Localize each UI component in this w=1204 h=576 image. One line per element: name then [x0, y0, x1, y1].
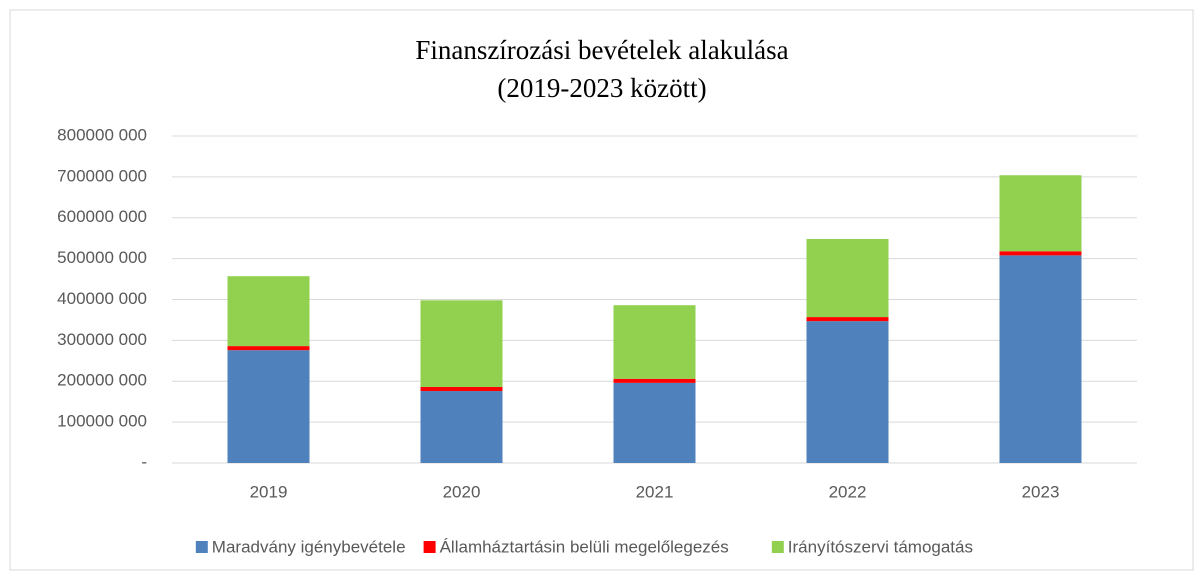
y-tick-label: 100000 000: [57, 412, 147, 431]
bar-segment: [420, 391, 503, 463]
legend-swatch: [771, 541, 784, 553]
legend-label: Maradvány igénybevétele: [212, 537, 406, 556]
bar-segment: [613, 382, 696, 463]
x-tick-label: 2021: [636, 482, 674, 501]
y-tick-label: 600000 000: [57, 207, 147, 226]
legend-swatch: [195, 541, 208, 553]
y-tick-label: 400000 000: [57, 289, 147, 308]
y-tick-label: -: [141, 452, 147, 471]
x-tick-label: 2022: [829, 482, 867, 501]
y-tick-label: 500000 000: [57, 248, 147, 267]
x-tick-label: 2019: [250, 482, 288, 501]
bar-segment: [613, 305, 696, 379]
bar-segment: [999, 255, 1082, 463]
y-tick-label: 800000 000: [57, 125, 147, 144]
bar-segment: [999, 175, 1082, 252]
bar-segment: [806, 321, 889, 463]
chart-subtitle: (2019-2023 között): [497, 73, 706, 103]
bar-segment: [227, 346, 310, 351]
bar-segment: [420, 300, 503, 387]
bar-segment: [806, 239, 889, 318]
y-tick-label: 200000 000: [57, 371, 147, 390]
chart-border: [9, 9, 1194, 571]
bar-segment: [227, 350, 310, 463]
bar-segment: [806, 317, 889, 322]
legend-label: Államháztartásin belüli megelőlegezés: [440, 537, 729, 556]
bar-segment: [613, 378, 696, 383]
chart-title: Finanszírozási bevételek alakulása: [415, 35, 788, 65]
legend-label: Irányítószervi támogatás: [788, 537, 973, 556]
legend-swatch: [423, 541, 436, 553]
y-tick-label: 300000 000: [57, 330, 147, 349]
x-tick-label: 2020: [443, 482, 481, 501]
x-tick-label: 2023: [1022, 482, 1060, 501]
bar-segment: [227, 276, 310, 347]
y-tick-label: 700000 000: [57, 166, 147, 185]
bar-segment: [999, 251, 1082, 256]
bar-segment: [420, 386, 503, 392]
